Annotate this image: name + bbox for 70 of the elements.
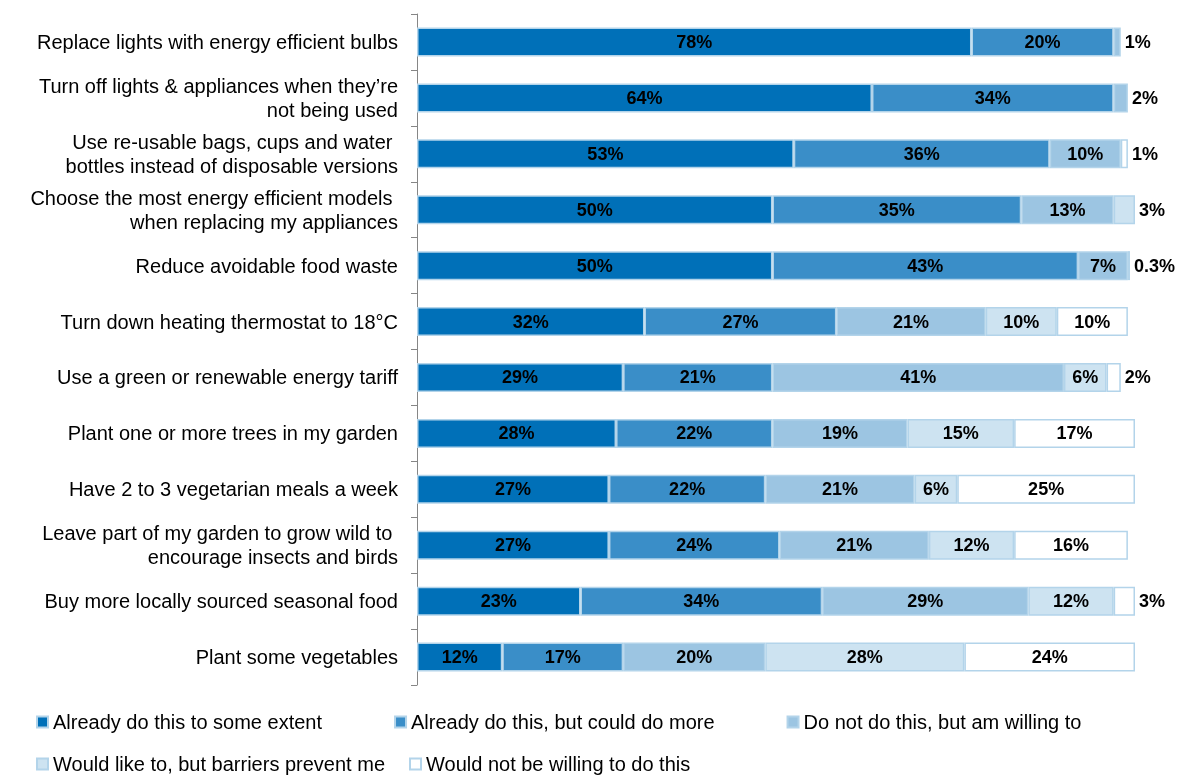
data-label: 25% — [1028, 479, 1065, 500]
data-label: 6% — [922, 479, 949, 500]
y-tick-label: Plant one or more trees in my garden — [67, 422, 398, 445]
data-label: 2% — [1124, 367, 1151, 388]
data-label: 1% — [1131, 143, 1158, 164]
data-label: 12% — [1053, 591, 1090, 612]
data-label: 23% — [480, 591, 517, 612]
data-label: 35% — [878, 199, 915, 220]
data-label: 3% — [1139, 591, 1166, 612]
data-label: 24% — [1031, 647, 1068, 668]
data-label: 50% — [576, 199, 613, 220]
data-label: 10% — [1003, 311, 1040, 332]
y-tick-label: Reduce avoidable food waste — [135, 254, 398, 277]
data-label: 1% — [1124, 31, 1151, 52]
data-label: 13% — [1049, 199, 1086, 220]
y-tick-label: Plant some vegetables — [195, 646, 398, 669]
data-label: 78% — [676, 31, 713, 52]
data-label: 43% — [907, 255, 944, 276]
data-label: 21% — [836, 535, 873, 556]
data-label: 17% — [1056, 423, 1093, 444]
y-tick-label: Turn off lights & appliances when they’re not being used — [38, 74, 398, 121]
data-label: 29% — [502, 367, 539, 388]
data-label: 34% — [974, 87, 1011, 108]
data-label: 64% — [626, 87, 663, 108]
y-tick-label: Replace lights with energy efficient bulbs — [37, 30, 398, 53]
data-label: 53% — [587, 143, 624, 164]
data-label: 20% — [676, 647, 713, 668]
data-label: 7% — [1090, 255, 1117, 276]
legend-label: Would not be willing to do this — [426, 753, 691, 775]
data-label: 2% — [1131, 87, 1158, 108]
data-label: 15% — [942, 423, 979, 444]
legend-label: Do not do this, but am willing to — [803, 711, 1082, 733]
data-label: 0.3% — [1134, 255, 1176, 276]
data-label: 22% — [676, 423, 713, 444]
data-label: 27% — [722, 311, 759, 332]
data-label: 36% — [903, 143, 940, 164]
data-label: 20% — [1024, 31, 1061, 52]
data-label: 22% — [669, 479, 706, 500]
data-label: 16% — [1053, 535, 1090, 556]
data-label: 32% — [512, 311, 549, 332]
data-label: 17% — [544, 647, 581, 668]
data-label: 3% — [1139, 199, 1166, 220]
data-label: 10% — [1067, 143, 1104, 164]
data-label: 21% — [679, 367, 716, 388]
y-tick-label: Buy more locally sourced seasonal food — [44, 590, 398, 613]
y-tick-label: Have 2 to 3 vegetarian meals a week — [68, 478, 399, 501]
data-label: 24% — [676, 535, 713, 556]
data-label: 12% — [441, 647, 478, 668]
data-label: 10% — [1074, 311, 1111, 332]
y-tick-label: Use re-usable bags, cups and water bottles instead of disposable versions — [65, 130, 398, 177]
data-label: 19% — [821, 423, 858, 444]
data-label: 21% — [821, 479, 858, 500]
data-label: 28% — [498, 423, 535, 444]
legend-label: Would like to, but barriers prevent me — [53, 753, 386, 775]
y-tick-label: Leave part of my garden to grow wild to encourage insects and birds — [42, 522, 398, 569]
y-tick-label: Choose the most energy efficient models when replacing my appliances — [30, 186, 398, 233]
y-tick-label: Turn down heating thermostat to 18°C — [60, 310, 398, 333]
legend-label: Already do this, but could do more — [411, 711, 715, 733]
data-label: 28% — [846, 647, 883, 668]
data-label: 41% — [900, 367, 937, 388]
data-label: 27% — [494, 479, 531, 500]
legend-label: Already do this to some extent — [53, 711, 323, 733]
data-label: 50% — [576, 255, 613, 276]
data-label: 21% — [893, 311, 930, 332]
data-label: 12% — [953, 535, 990, 556]
data-label: 29% — [907, 591, 944, 612]
data-label: 27% — [494, 535, 531, 556]
data-label: 6% — [1072, 367, 1099, 388]
y-tick-label: Use a green or renewable energy tariff — [57, 366, 399, 389]
data-label: 34% — [683, 591, 720, 612]
